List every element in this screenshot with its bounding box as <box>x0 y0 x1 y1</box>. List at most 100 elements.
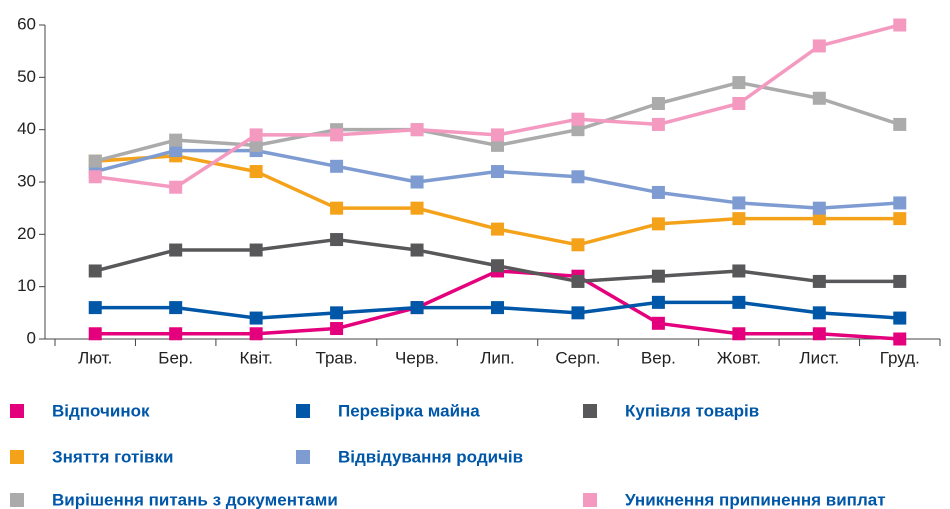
x-tick-label: Лют. <box>78 348 112 367</box>
marker <box>812 327 826 341</box>
marker <box>732 295 746 309</box>
marker <box>88 154 102 168</box>
y-tick-label: 50 <box>17 67 36 86</box>
marker <box>893 212 907 226</box>
marker <box>249 327 263 341</box>
marker <box>893 117 907 131</box>
legend-label: Відвідування родичів <box>338 447 523 466</box>
marker <box>651 185 665 199</box>
y-tick-label: 30 <box>17 171 36 190</box>
marker <box>249 138 263 152</box>
marker <box>651 295 665 309</box>
x-tick-label: Бер. <box>158 348 193 367</box>
marker <box>651 97 665 110</box>
marker <box>571 112 585 126</box>
marker <box>491 128 504 142</box>
y-tick-label: 20 <box>17 224 36 243</box>
marker <box>491 222 504 236</box>
marker <box>893 332 907 346</box>
marker <box>571 274 585 288</box>
marker <box>330 322 344 336</box>
marker <box>732 212 746 226</box>
marker <box>571 238 585 252</box>
marker <box>651 316 665 330</box>
y-tick-label: 10 <box>17 276 36 295</box>
legend-swatch <box>583 493 597 507</box>
marker <box>812 201 826 215</box>
x-tick-label: Черв. <box>395 348 439 367</box>
marker <box>893 18 907 32</box>
series-line <box>95 23 901 189</box>
marker <box>651 269 665 283</box>
marker <box>410 123 424 137</box>
y-tick-label: 40 <box>17 119 36 138</box>
legend-label: Відпочинок <box>52 401 150 420</box>
marker <box>330 159 344 173</box>
marker <box>732 264 746 278</box>
x-tick-label: Груд. <box>880 348 920 367</box>
x-tick-label: Квіт. <box>239 348 272 367</box>
marker <box>169 243 183 257</box>
marker <box>169 144 183 158</box>
legend-swatch <box>10 450 24 464</box>
marker <box>812 274 826 288</box>
marker <box>571 123 585 137</box>
legend-label: Уникнення припинення виплат <box>625 490 886 509</box>
marker <box>410 175 424 189</box>
marker <box>732 196 746 210</box>
marker <box>88 170 102 184</box>
marker <box>812 39 826 53</box>
legend-swatch <box>296 404 310 418</box>
legend-swatch <box>10 404 24 418</box>
marker <box>249 243 263 257</box>
legend-swatch <box>296 450 310 464</box>
marker <box>249 311 263 325</box>
marker <box>732 327 746 341</box>
legend-label: Зняття готівки <box>52 447 173 466</box>
marker <box>571 306 585 320</box>
marker <box>893 196 907 210</box>
marker <box>330 128 344 142</box>
marker <box>893 274 907 288</box>
marker <box>88 301 102 315</box>
marker <box>651 217 665 231</box>
marker <box>249 165 263 179</box>
marker <box>410 201 424 215</box>
marker <box>732 97 746 110</box>
x-tick-label: Вер. <box>641 348 676 367</box>
marker <box>812 306 826 320</box>
marker <box>249 128 263 142</box>
marker <box>88 264 102 278</box>
legend-label: Перевірка майна <box>338 401 480 420</box>
marker <box>491 259 504 273</box>
marker <box>169 327 183 341</box>
x-tick-label: Трав. <box>316 348 358 367</box>
legend-swatch <box>10 493 24 507</box>
marker <box>812 91 826 105</box>
x-tick-label: Лип. <box>480 348 515 367</box>
legend-swatch <box>583 404 597 418</box>
marker <box>491 138 504 152</box>
marker <box>491 165 504 179</box>
x-tick-label: Серп. <box>555 348 600 367</box>
legend-label: Купівля товарів <box>625 401 759 420</box>
marker <box>410 301 424 315</box>
x-tick-label: Жовт. <box>717 348 761 367</box>
x-tick-label: Лист. <box>799 348 839 367</box>
legend-label: Вирішення питань з документами <box>52 490 338 509</box>
marker <box>330 233 344 247</box>
marker <box>330 201 344 215</box>
marker <box>169 180 183 194</box>
marker <box>88 327 102 341</box>
marker <box>491 301 504 315</box>
marker <box>169 301 183 315</box>
marker <box>169 133 183 147</box>
marker <box>812 212 826 226</box>
marker <box>571 170 585 184</box>
marker <box>330 306 344 320</box>
marker <box>893 311 907 325</box>
marker <box>410 243 424 257</box>
y-tick-label: 60 <box>17 14 36 33</box>
y-tick-label: 0 <box>27 328 36 347</box>
